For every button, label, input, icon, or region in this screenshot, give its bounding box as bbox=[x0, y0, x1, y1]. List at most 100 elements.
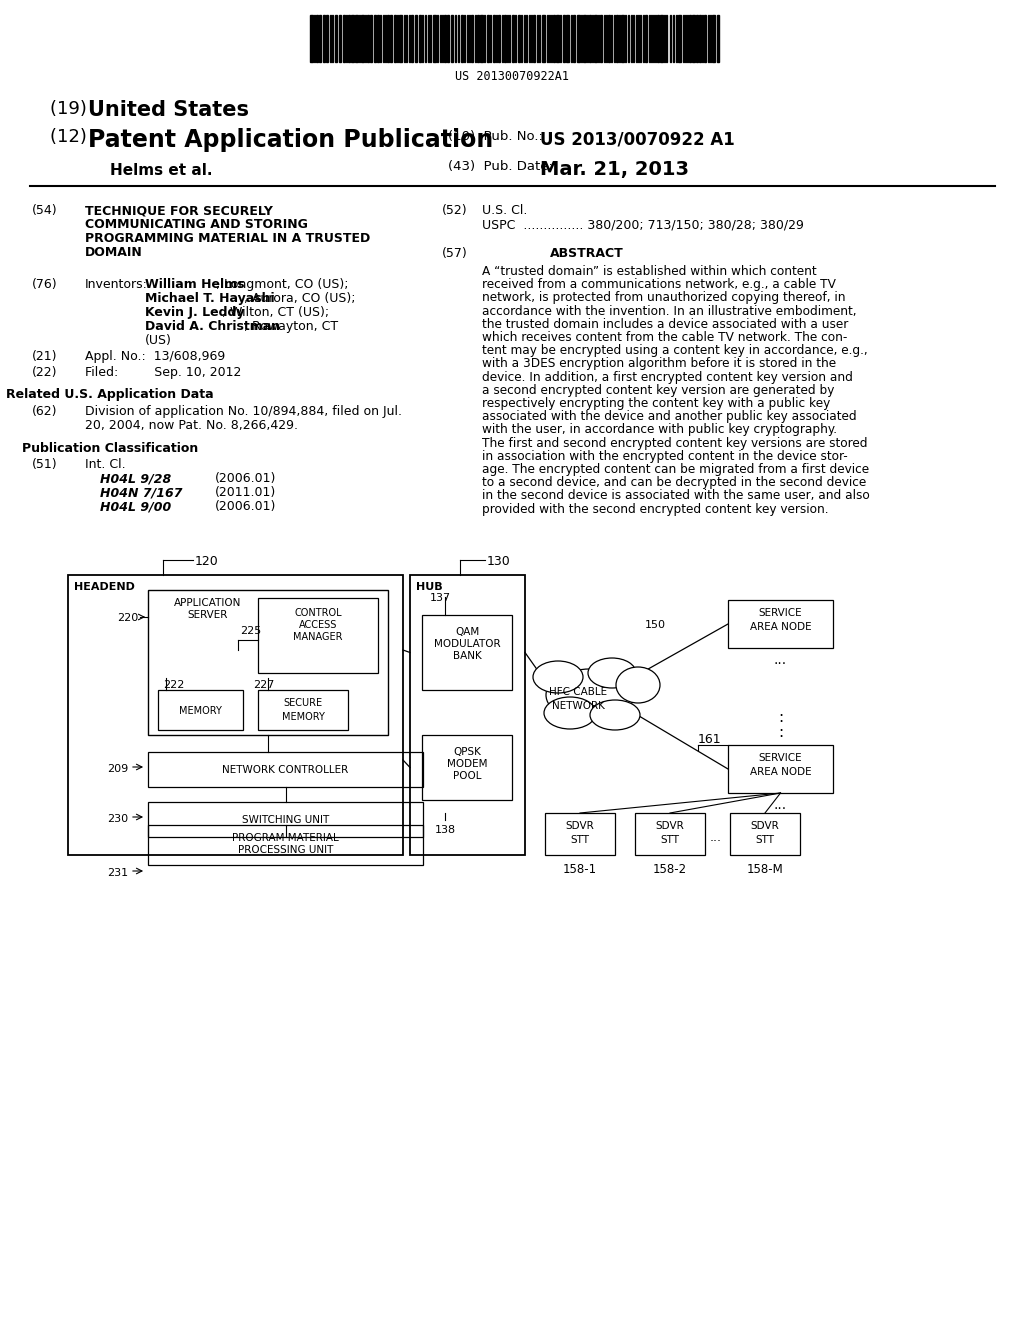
Bar bbox=[366, 15, 367, 62]
Text: accordance with the invention. In an illustrative embodiment,: accordance with the invention. In an ill… bbox=[482, 305, 856, 318]
Bar bbox=[673, 15, 674, 62]
Text: Int. Cl.: Int. Cl. bbox=[85, 458, 126, 471]
Text: AREA NODE: AREA NODE bbox=[750, 767, 811, 777]
Text: which receives content from the cable TV network. The con-: which receives content from the cable TV… bbox=[482, 331, 848, 345]
Bar bbox=[692, 15, 694, 62]
Bar bbox=[594, 15, 597, 62]
Text: SERVER: SERVER bbox=[187, 610, 228, 620]
Text: (US): (US) bbox=[145, 334, 172, 347]
Bar bbox=[600, 15, 602, 62]
Bar bbox=[573, 15, 575, 62]
Text: :: : bbox=[778, 710, 783, 725]
Bar bbox=[660, 15, 663, 62]
Bar bbox=[397, 15, 398, 62]
Bar bbox=[487, 15, 488, 62]
Ellipse shape bbox=[534, 661, 583, 693]
Text: in association with the encrypted content in the device stor-: in association with the encrypted conten… bbox=[482, 450, 848, 463]
Text: STT: STT bbox=[756, 836, 774, 845]
Text: United States: United States bbox=[88, 100, 249, 120]
Bar bbox=[636, 15, 637, 62]
Bar bbox=[687, 15, 688, 62]
Bar bbox=[316, 15, 317, 62]
Bar bbox=[409, 15, 410, 62]
Text: U.S. Cl.: U.S. Cl. bbox=[482, 205, 527, 216]
Text: Kevin J. Leddy: Kevin J. Leddy bbox=[145, 306, 245, 319]
Text: 209: 209 bbox=[106, 764, 128, 774]
Bar bbox=[430, 15, 431, 62]
Bar bbox=[711, 15, 712, 62]
Bar bbox=[549, 15, 550, 62]
Bar bbox=[433, 15, 436, 62]
Text: STT: STT bbox=[660, 836, 680, 845]
Text: , Longmont, CO (US);: , Longmont, CO (US); bbox=[216, 279, 349, 290]
Text: ...: ... bbox=[710, 832, 722, 843]
Text: 158-M: 158-M bbox=[746, 863, 783, 876]
Text: POOL: POOL bbox=[453, 771, 481, 781]
Bar bbox=[444, 15, 445, 62]
Text: AREA NODE: AREA NODE bbox=[750, 622, 811, 632]
Bar bbox=[622, 15, 624, 62]
Bar bbox=[437, 15, 438, 62]
Bar bbox=[545, 813, 615, 855]
Text: Inventors:: Inventors: bbox=[85, 279, 147, 290]
Text: Division of application No. 10/894,884, filed on Jul.: Division of application No. 10/894,884, … bbox=[85, 405, 402, 418]
Bar bbox=[598, 15, 599, 62]
Bar bbox=[577, 15, 580, 62]
Bar bbox=[425, 15, 426, 62]
Text: MANAGER: MANAGER bbox=[293, 632, 343, 642]
Ellipse shape bbox=[546, 669, 634, 721]
Text: :: : bbox=[778, 725, 783, 741]
Text: 120: 120 bbox=[195, 554, 219, 568]
Bar bbox=[613, 15, 615, 62]
Text: in the second device is associated with the same user, and also: in the second device is associated with … bbox=[482, 490, 869, 503]
Bar bbox=[469, 15, 470, 62]
Bar bbox=[563, 15, 565, 62]
Bar bbox=[148, 803, 423, 837]
Bar bbox=[581, 15, 582, 62]
Text: (21): (21) bbox=[32, 350, 57, 363]
Bar bbox=[531, 15, 532, 62]
Bar bbox=[512, 15, 514, 62]
Bar bbox=[380, 15, 382, 62]
Bar bbox=[327, 15, 328, 62]
Text: a second encrypted content key version are generated by: a second encrypted content key version a… bbox=[482, 384, 835, 397]
Text: SWITCHING UNIT: SWITCHING UNIT bbox=[242, 814, 329, 825]
Bar bbox=[361, 15, 365, 62]
Bar bbox=[505, 15, 506, 62]
Text: ABSTRACT: ABSTRACT bbox=[550, 247, 624, 260]
Ellipse shape bbox=[616, 667, 660, 704]
Text: USPC  ............... 380/200; 713/150; 380/28; 380/29: USPC ............... 380/200; 713/150; 3… bbox=[482, 218, 804, 231]
Text: Mar. 21, 2013: Mar. 21, 2013 bbox=[540, 160, 689, 180]
Text: US 20130070922A1: US 20130070922A1 bbox=[455, 70, 569, 83]
Text: (57): (57) bbox=[442, 247, 468, 260]
Text: HFC CABLE: HFC CABLE bbox=[549, 686, 607, 697]
Bar bbox=[537, 15, 538, 62]
Bar bbox=[515, 15, 516, 62]
Bar bbox=[592, 15, 593, 62]
Bar bbox=[625, 15, 627, 62]
Bar bbox=[451, 15, 453, 62]
Text: with the user, in accordance with public key cryptography.: with the user, in accordance with public… bbox=[482, 424, 837, 437]
Bar bbox=[618, 15, 621, 62]
Text: 150: 150 bbox=[645, 620, 666, 630]
Bar bbox=[521, 15, 522, 62]
Text: (51): (51) bbox=[32, 458, 57, 471]
Text: 230: 230 bbox=[106, 814, 128, 824]
Bar bbox=[730, 813, 800, 855]
Bar bbox=[653, 15, 654, 62]
Bar bbox=[461, 15, 463, 62]
Text: QPSK: QPSK bbox=[453, 747, 481, 756]
Bar bbox=[148, 590, 388, 735]
Text: (2006.01): (2006.01) bbox=[215, 473, 276, 484]
Bar bbox=[422, 15, 423, 62]
Text: COMMUNICATING AND STORING: COMMUNICATING AND STORING bbox=[85, 218, 308, 231]
Bar bbox=[348, 15, 349, 62]
Text: Filed:         Sep. 10, 2012: Filed: Sep. 10, 2012 bbox=[85, 366, 242, 379]
Bar bbox=[566, 15, 569, 62]
Text: SDVR: SDVR bbox=[751, 821, 779, 832]
Bar bbox=[459, 15, 460, 62]
Bar bbox=[358, 15, 359, 62]
Bar bbox=[467, 15, 468, 62]
Bar bbox=[705, 15, 707, 62]
Text: (2006.01): (2006.01) bbox=[215, 500, 276, 513]
